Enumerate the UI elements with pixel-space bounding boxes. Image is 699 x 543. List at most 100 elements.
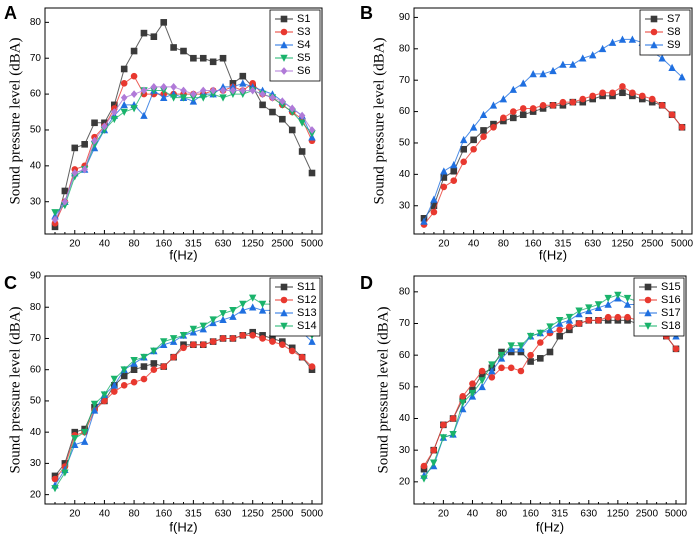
marker bbox=[140, 375, 148, 383]
marker bbox=[488, 361, 496, 369]
marker bbox=[618, 35, 627, 43]
marker bbox=[120, 382, 128, 389]
marker bbox=[130, 378, 138, 386]
legend-label: S7 bbox=[667, 13, 680, 25]
marker bbox=[140, 86, 148, 95]
marker bbox=[288, 126, 296, 134]
x-tick-label: 315 bbox=[555, 239, 572, 250]
marker bbox=[170, 83, 177, 91]
marker bbox=[536, 329, 545, 337]
marker bbox=[566, 323, 573, 330]
marker bbox=[150, 33, 158, 40]
marker bbox=[90, 400, 99, 408]
marker bbox=[140, 111, 148, 119]
marker bbox=[61, 469, 69, 477]
marker bbox=[556, 332, 563, 340]
marker bbox=[420, 475, 428, 483]
legend-label: S12 bbox=[297, 294, 317, 306]
x-tick-label: 40 bbox=[99, 509, 111, 520]
marker bbox=[120, 366, 128, 374]
x-tick-label: 80 bbox=[129, 509, 141, 520]
marker bbox=[51, 485, 59, 493]
marker bbox=[280, 54, 288, 62]
marker bbox=[298, 148, 306, 155]
y-tick-label: 60 bbox=[30, 364, 42, 375]
y-tick-label: 80 bbox=[399, 43, 411, 54]
marker bbox=[569, 98, 577, 106]
y-tick-label: 60 bbox=[30, 89, 42, 100]
marker bbox=[430, 446, 437, 454]
marker bbox=[180, 344, 187, 352]
marker bbox=[526, 332, 535, 341]
marker bbox=[179, 94, 188, 102]
marker bbox=[120, 108, 128, 116]
marker bbox=[599, 89, 606, 97]
y-tick-label: 90 bbox=[399, 12, 411, 23]
marker bbox=[579, 54, 587, 62]
y-tick-label: 80 bbox=[30, 17, 42, 28]
marker bbox=[420, 217, 428, 225]
marker bbox=[199, 54, 207, 62]
marker bbox=[614, 313, 622, 321]
x-tick-label: 630 bbox=[215, 509, 232, 520]
marker bbox=[604, 294, 612, 303]
x-tick-label: 1250 bbox=[242, 509, 265, 520]
legend-label: S14 bbox=[297, 320, 317, 332]
x-tick-label: 5000 bbox=[671, 239, 694, 250]
marker bbox=[460, 158, 467, 166]
marker bbox=[480, 133, 487, 140]
marker bbox=[459, 399, 467, 407]
marker bbox=[575, 320, 583, 327]
marker bbox=[248, 303, 257, 311]
marker bbox=[150, 366, 158, 373]
series-line bbox=[54, 86, 313, 220]
marker bbox=[559, 98, 567, 106]
marker bbox=[259, 90, 266, 98]
marker bbox=[80, 437, 89, 445]
y-tick-label: 70 bbox=[30, 333, 42, 344]
marker bbox=[598, 44, 607, 53]
marker bbox=[140, 353, 148, 362]
marker bbox=[259, 101, 266, 109]
legend-label: S6 bbox=[297, 65, 310, 77]
y-tick-label: 20 bbox=[399, 476, 411, 487]
marker bbox=[519, 79, 527, 87]
y-tick-label: 30 bbox=[30, 196, 42, 207]
x-tick-label: 20 bbox=[438, 239, 450, 250]
marker bbox=[91, 136, 98, 145]
x-tick-label: 2500 bbox=[636, 509, 659, 520]
marker bbox=[539, 70, 547, 78]
y-tick-label: 30 bbox=[30, 458, 42, 469]
marker bbox=[239, 332, 247, 339]
marker bbox=[71, 144, 79, 152]
marker bbox=[150, 360, 158, 367]
marker bbox=[459, 393, 467, 400]
marker bbox=[258, 300, 267, 309]
marker bbox=[248, 294, 257, 302]
legend-label: S8 bbox=[667, 26, 680, 38]
marker bbox=[120, 93, 128, 102]
marker bbox=[559, 60, 567, 68]
x-tick-label: 5000 bbox=[301, 509, 324, 520]
marker bbox=[258, 306, 267, 314]
marker bbox=[449, 431, 457, 439]
marker bbox=[61, 197, 69, 206]
x-tick-label: 80 bbox=[496, 509, 508, 520]
marker bbox=[219, 335, 227, 342]
marker bbox=[219, 315, 227, 324]
marker bbox=[639, 92, 646, 100]
marker bbox=[449, 415, 457, 422]
marker bbox=[420, 462, 428, 470]
series-line bbox=[423, 92, 683, 219]
marker bbox=[644, 322, 652, 330]
marker bbox=[308, 126, 316, 134]
marker bbox=[510, 114, 517, 122]
marker bbox=[91, 119, 98, 127]
marker bbox=[280, 41, 288, 49]
marker bbox=[90, 406, 99, 414]
marker bbox=[169, 94, 178, 102]
y-tick-label: 80 bbox=[30, 302, 42, 313]
panel-label: C bbox=[4, 273, 17, 293]
marker bbox=[190, 90, 197, 98]
marker bbox=[499, 95, 508, 103]
